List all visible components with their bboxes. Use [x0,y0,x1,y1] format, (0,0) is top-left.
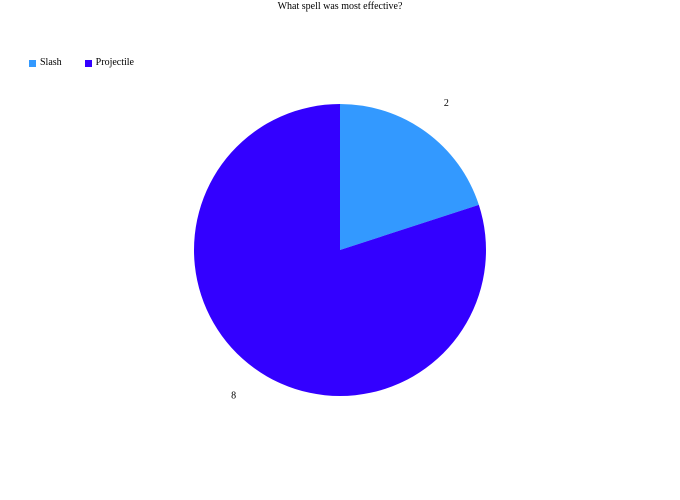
legend-item-slash: Slash [29,57,62,69]
pie-slice-slash [340,104,479,250]
legend: Slash Projectile [29,57,157,69]
pie-data-label-projectile: 8 [231,391,236,402]
legend-label-slash: Slash [40,57,62,68]
legend-item-projectile: Projectile [84,57,134,69]
pie-slice-projectile [194,104,486,397]
legend-swatch-slash [29,59,36,67]
legend-label-projectile: Projectile [95,57,134,68]
legend-swatch-projectile [84,59,92,67]
pie-data-label-slash: 2 [444,98,449,109]
chart-title: What spell was most effective? [277,1,403,12]
